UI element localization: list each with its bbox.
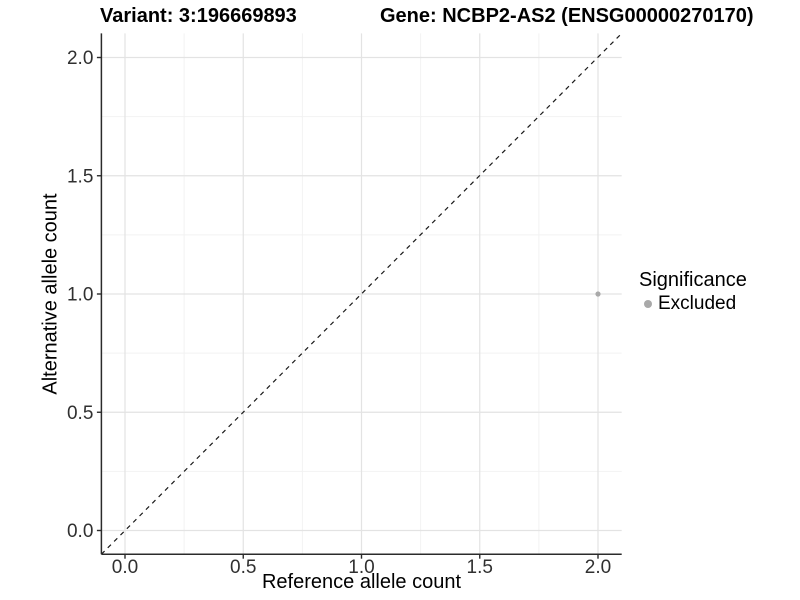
- data-point: [595, 291, 601, 297]
- plot-title-gene: Gene: NCBP2-AS2 (ENSG00000270170): [380, 5, 754, 27]
- legend: Significance Excluded: [639, 269, 747, 315]
- y-tick-label: 1.0: [67, 285, 93, 306]
- y-tick-label: 0.0: [67, 521, 93, 542]
- x-axis-title: Reference allele count: [261, 571, 461, 593]
- x-tick-label: 2.0: [585, 557, 611, 578]
- x-tick-label: 0.5: [230, 557, 256, 578]
- excluded-point-icon: [644, 299, 652, 308]
- x-tick-label: 1.5: [467, 557, 493, 578]
- legend-entry-label: Excluded: [658, 293, 737, 314]
- y-axis-title: Alternative allele count: [39, 193, 62, 395]
- y-tick-label: 2.0: [67, 48, 93, 69]
- y-tick-label: 1.5: [67, 166, 93, 187]
- plot-title-variant: Variant: 3:196669893: [100, 5, 297, 27]
- identity-dashed-line: [100, 32, 623, 555]
- y-tick-label: 0.5: [67, 403, 93, 424]
- x-tick-label: 1.0: [348, 557, 374, 578]
- legend-title: Significance: [639, 269, 747, 291]
- legend-entry-excluded: Excluded: [639, 293, 747, 314]
- x-tick-label: 0.0: [112, 557, 138, 578]
